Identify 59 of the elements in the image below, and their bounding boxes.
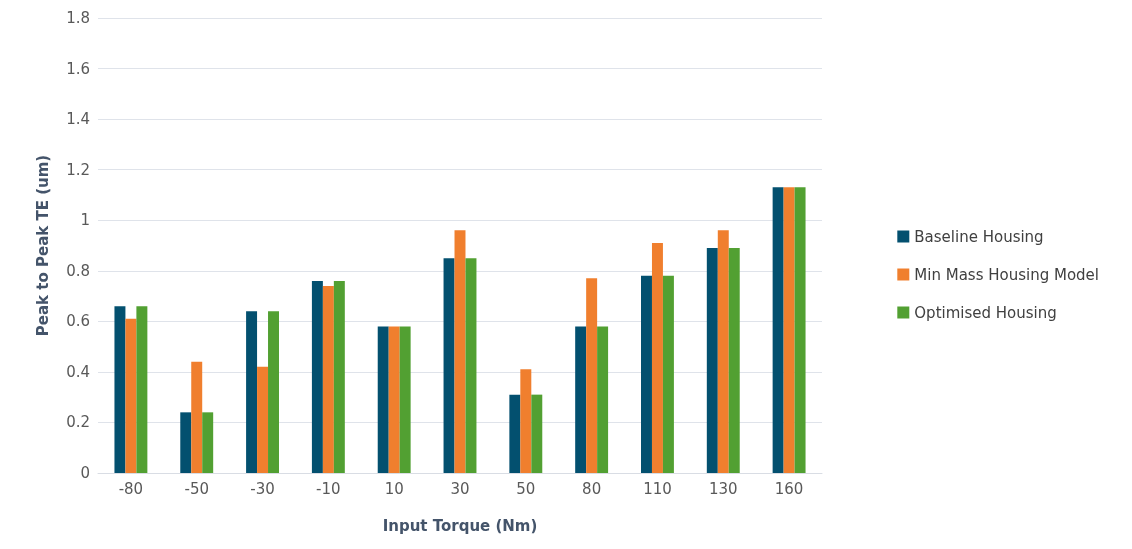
bar: [377, 326, 389, 473]
bar: [246, 311, 258, 473]
bar: [454, 230, 466, 473]
x-tick-label: -80: [118, 479, 144, 498]
bar: [322, 285, 334, 473]
bar: [268, 311, 279, 473]
bar: [311, 280, 323, 473]
bar: [651, 242, 663, 473]
y-tick-label: 0.2: [66, 413, 90, 432]
bar: [728, 248, 740, 473]
bar: [586, 278, 598, 473]
bar: [399, 326, 411, 473]
x-axis-title: Input Torque (Nm): [382, 516, 538, 535]
bar: [333, 280, 345, 473]
y-tick-label: 1.2: [66, 160, 90, 179]
bar: [114, 306, 126, 473]
bar: [662, 275, 674, 473]
bar: [772, 187, 784, 473]
x-tick-label: -30: [250, 479, 275, 498]
bar: [509, 394, 521, 473]
x-tick-label: 160: [774, 479, 804, 498]
y-axis-title: Peak to Peak TE (um): [33, 154, 52, 337]
bar: [257, 366, 269, 473]
legend-label: Baseline Housing: [914, 227, 1044, 246]
legend-label: Optimised Housing: [914, 303, 1057, 322]
bar: [706, 248, 718, 473]
bar: [717, 230, 729, 473]
y-tick-label: 1.8: [66, 9, 90, 27]
bar: [597, 326, 609, 473]
bar: [783, 187, 795, 473]
bar: [180, 412, 192, 473]
bar: [531, 394, 543, 473]
bar: [443, 258, 455, 473]
x-tick-label: 30: [450, 479, 470, 498]
y-tick-label: 1: [80, 211, 90, 230]
y-tick-label: 0.4: [66, 362, 90, 381]
bar: [575, 326, 587, 473]
y-tick-label: 1.4: [66, 110, 90, 129]
legend-label: Min Mass Housing Model: [914, 265, 1100, 284]
bar: [125, 318, 137, 473]
x-tick-label: 130: [708, 479, 738, 498]
bar: [388, 326, 400, 473]
x-tick-label: 80: [582, 479, 602, 498]
y-tick-label: 0.6: [66, 312, 90, 331]
x-tick-label: 50: [516, 479, 536, 498]
x-tick-label: -10: [316, 479, 341, 498]
bar: [191, 361, 203, 473]
x-tick-label: 10: [384, 479, 404, 498]
bar: [202, 412, 214, 473]
y-tick-label: 1.6: [66, 59, 90, 78]
x-tick-label: 110: [643, 479, 672, 498]
bar: [465, 258, 477, 473]
bar: [641, 275, 652, 473]
bar: [794, 187, 806, 473]
y-tick-label: 0.8: [66, 261, 90, 280]
bar: [136, 306, 148, 473]
bar: [520, 369, 532, 473]
y-tick-label: 0: [80, 464, 90, 482]
x-tick-label: -50: [184, 479, 209, 498]
